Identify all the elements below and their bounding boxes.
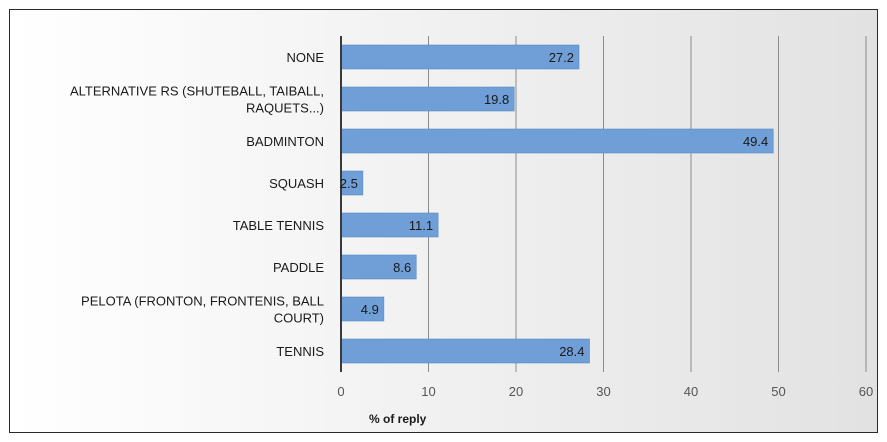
data-label: 11.1 [409, 218, 433, 233]
category-label: PELOTA (FRONTON, FRONTENIS, BALL [81, 294, 324, 309]
x-axis-title: % of reply [369, 412, 427, 426]
x-tick-label: 40 [684, 384, 698, 399]
bar [340, 296, 385, 322]
bar [340, 338, 590, 364]
category-label: NONE [286, 50, 324, 65]
x-tick-label: 10 [421, 384, 435, 399]
bar [340, 212, 439, 238]
data-label: 4.9 [361, 302, 379, 317]
category-label: PADDLE [273, 260, 324, 275]
bar [340, 254, 417, 280]
x-tick-label: 20 [509, 384, 523, 399]
x-tick-label: 30 [596, 384, 610, 399]
bar [340, 44, 580, 70]
x-tick-label: 50 [771, 384, 785, 399]
data-label: 19.8 [484, 92, 509, 107]
category-label: BADMINTON [246, 134, 324, 149]
category-label: COURT) [274, 311, 324, 326]
data-label: 27.2 [549, 50, 574, 65]
data-label: 28.4 [559, 344, 584, 359]
data-label: 8.6 [393, 260, 411, 275]
data-label: 2.5 [340, 176, 358, 191]
category-label: SQUASH [269, 176, 324, 191]
category-label: TENNIS [276, 344, 324, 359]
category-label: ALTERNATIVE RS (SHUTEBALL, TAIBALL, [70, 84, 324, 99]
x-tick-label: 0 [337, 384, 344, 399]
category-label: TABLE TENNIS [233, 218, 325, 233]
category-label: RAQUETS...) [246, 101, 324, 116]
bar [340, 128, 774, 154]
x-tick-label: 60 [859, 384, 873, 399]
data-label: 49.4 [743, 134, 768, 149]
